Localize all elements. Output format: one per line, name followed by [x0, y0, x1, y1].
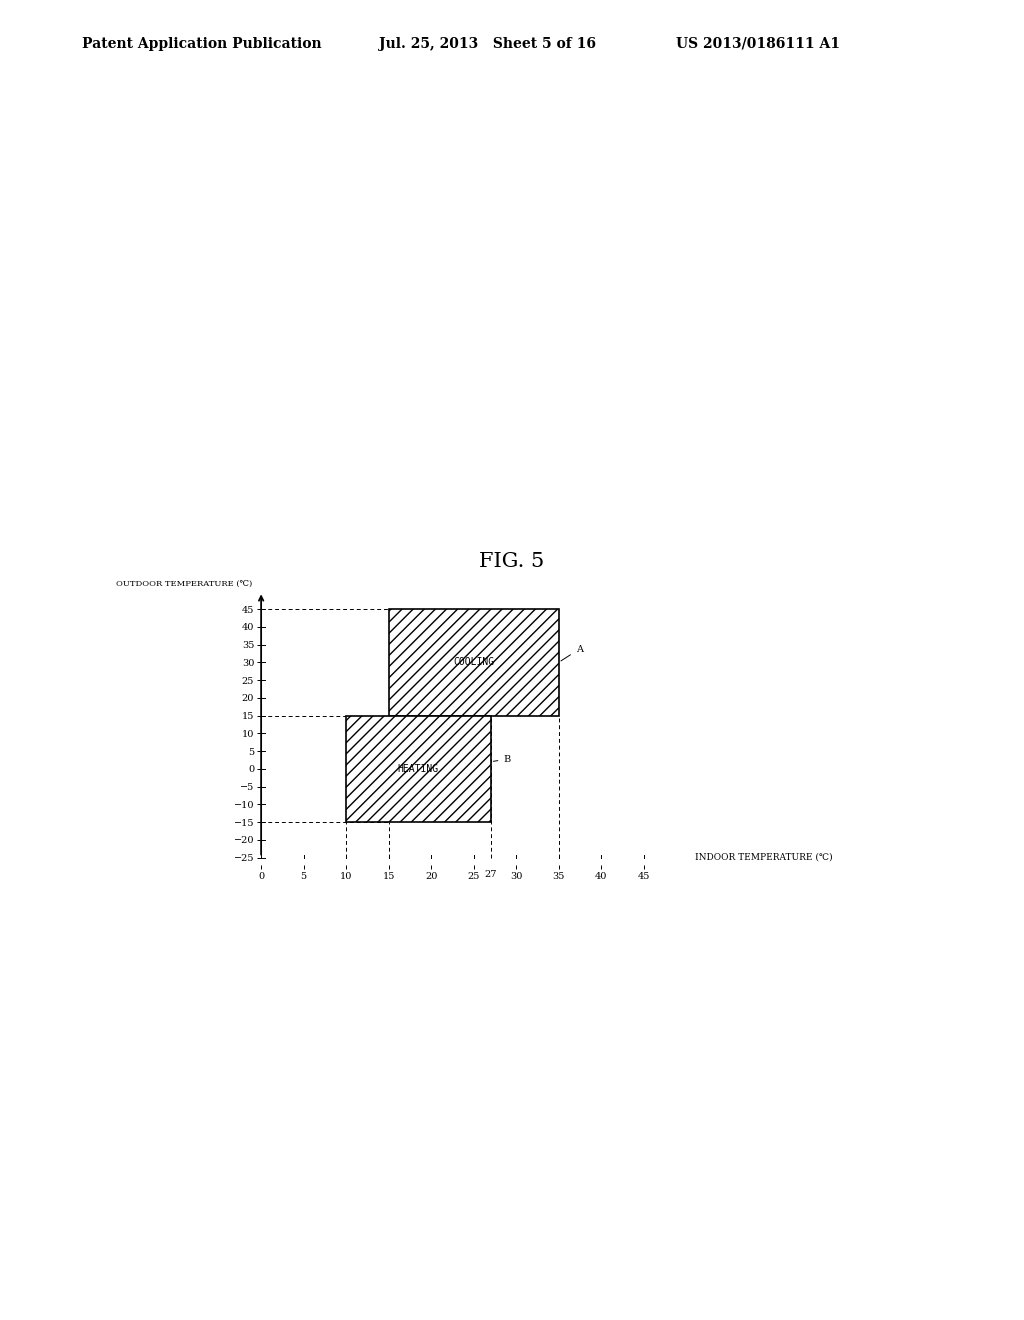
Text: Patent Application Publication: Patent Application Publication	[82, 37, 322, 51]
Bar	[388, 610, 558, 715]
Text: OUTDOOR TEMPERATURE (℃): OUTDOOR TEMPERATURE (℃)	[117, 579, 253, 587]
Text: US 2013/0186111 A1: US 2013/0186111 A1	[676, 37, 840, 51]
Text: B: B	[494, 755, 511, 764]
Text: Jul. 25, 2013   Sheet 5 of 16: Jul. 25, 2013 Sheet 5 of 16	[379, 37, 596, 51]
Text: HEATING: HEATING	[397, 764, 439, 774]
Text: COOLING: COOLING	[453, 657, 495, 668]
Bar	[346, 715, 490, 822]
Text: A: A	[561, 644, 583, 661]
Text: 27: 27	[484, 870, 497, 879]
Text: INDOOR TEMPERATURE (℃): INDOOR TEMPERATURE (℃)	[694, 853, 833, 862]
Text: FIG. 5: FIG. 5	[479, 552, 545, 570]
